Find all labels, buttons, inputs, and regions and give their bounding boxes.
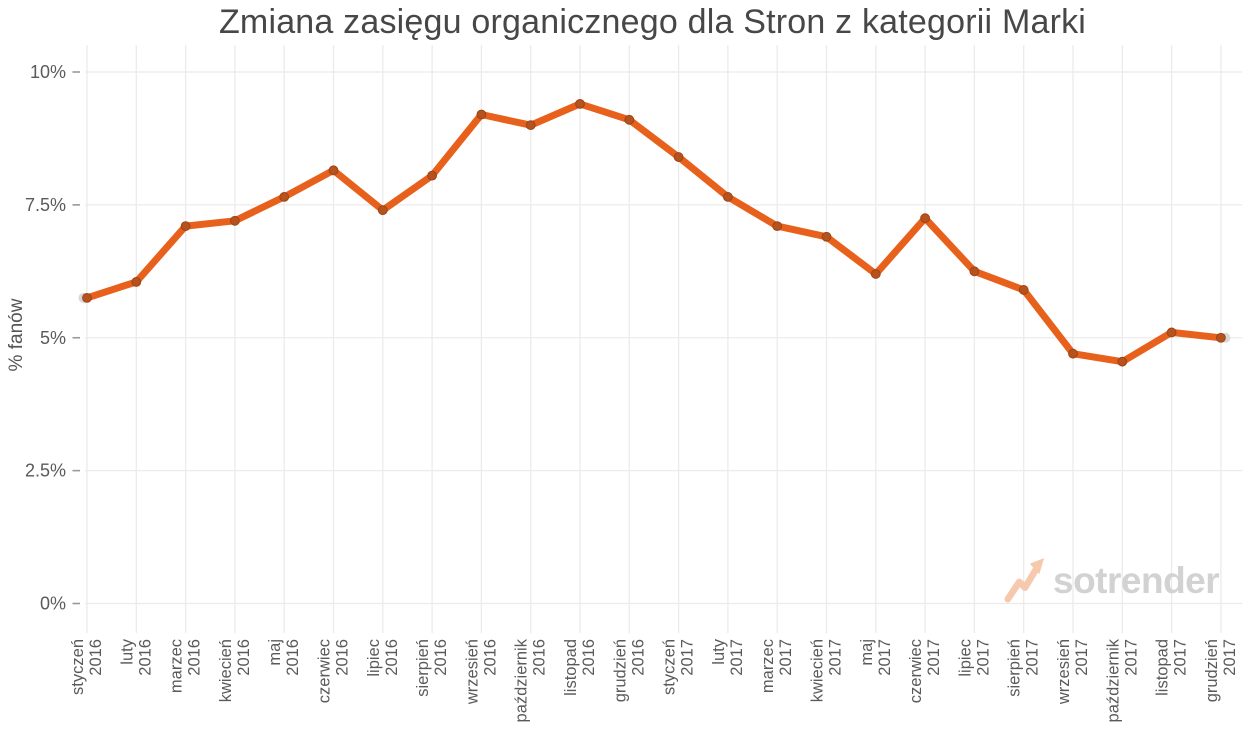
data-point-marker <box>673 152 684 162</box>
x-tick-label-month: luty <box>710 638 728 664</box>
x-tick-label-year: 2017 <box>876 639 894 676</box>
x-tick-label-year: 2016 <box>383 639 401 676</box>
y-tick-label: 0% <box>40 594 66 614</box>
data-point-marker <box>1018 285 1029 295</box>
x-tick-label-year: 2016 <box>481 639 499 676</box>
gridlines <box>85 45 1242 633</box>
trend-arrow-icon <box>1004 558 1045 603</box>
x-tick-label-month: wrzesień <box>1055 639 1073 705</box>
x-tick-label-year: 2017 <box>728 639 746 676</box>
x-tick-label-month: sierpień <box>414 639 432 697</box>
x-tick-label-year: 2017 <box>1122 639 1140 676</box>
x-tick-label-month: kwiecień <box>809 639 827 702</box>
series-organic-reach <box>78 98 1231 367</box>
y-axis: 0% 2.5% 5% 7.5% 10% <box>25 62 80 614</box>
x-tick-label-month: październik <box>1104 638 1122 722</box>
x-tick-label-year: 2016 <box>580 639 598 676</box>
x-tick-label-year: 2016 <box>531 639 549 676</box>
x-tick-label-year: 2017 <box>827 639 845 676</box>
x-tick-label-month: maj <box>266 639 284 666</box>
x-tick-label-year: 2017 <box>925 639 943 676</box>
watermark-text: sotrender <box>1053 559 1220 601</box>
y-tick-label: 2.5% <box>25 461 66 481</box>
data-point-marker <box>624 114 635 125</box>
data-point-marker <box>1216 332 1226 343</box>
x-tick-label-month: grudzień <box>611 639 629 702</box>
data-point-marker <box>377 205 388 216</box>
x-tick-label-month: maj <box>858 639 876 666</box>
data-point-marker <box>131 277 142 287</box>
x-tick-label-year: 2016 <box>136 639 154 676</box>
data-point-marker <box>969 266 980 277</box>
x-tick-label-year: 2016 <box>432 639 450 676</box>
x-tick-label-month: luty <box>118 638 136 664</box>
data-point-marker <box>180 221 191 232</box>
data-point-marker <box>476 109 487 120</box>
x-tick-label-year: 2017 <box>1221 639 1239 676</box>
x-tick-label-month: kwiecień <box>217 639 235 702</box>
watermark: sotrender <box>1004 556 1220 604</box>
x-tick-label-year: 2017 <box>777 639 795 676</box>
x-tick-label-month: lipiec <box>365 639 383 677</box>
data-point-marker <box>525 120 536 131</box>
x-tick-label-year: 2016 <box>284 639 302 676</box>
x-tick-label-month: marzec <box>759 639 777 693</box>
x-tick-label-month: styczeń <box>69 639 87 695</box>
data-point-marker <box>723 192 733 202</box>
x-tick-label-month: styczeń <box>661 639 679 695</box>
chart-title: Zmiana zasięgu organicznego dla Stron z … <box>218 3 1087 41</box>
data-point-marker <box>328 165 339 176</box>
x-tick-label-month: grudzień <box>1203 639 1221 702</box>
x-tick-label-year: 2016 <box>629 639 647 676</box>
data-point-marker <box>230 215 240 226</box>
data-point-marker <box>279 192 290 202</box>
x-tick-label-year: 2016 <box>87 639 105 676</box>
x-tick-label-month: marzec <box>168 639 186 693</box>
data-point-marker <box>1166 327 1177 338</box>
data-point-marker <box>575 98 585 109</box>
x-tick-label-month: lipiec <box>956 639 974 677</box>
x-tick-label-month: sierpień <box>1006 639 1024 697</box>
y-tick-label: 10% <box>30 62 66 82</box>
data-point-marker <box>821 231 832 242</box>
x-axis: styczeń 2016 luty 2016 marzec 2016 kwiecień 201… <box>69 638 1239 722</box>
series-line <box>83 100 1225 366</box>
data-point-marker <box>870 269 881 279</box>
x-tick-label-month: listopad <box>1154 639 1172 696</box>
x-tick-label-year: 2016 <box>235 639 253 676</box>
x-tick-label-year: 2016 <box>186 639 204 676</box>
data-point-marker <box>1117 356 1128 367</box>
x-tick-label-year: 2017 <box>1073 639 1091 676</box>
x-tick-label-month: czerwiec <box>316 639 334 703</box>
y-tick-label: 5% <box>40 328 66 348</box>
x-tick-label-year: 2017 <box>1172 639 1190 676</box>
data-point-marker <box>772 221 783 232</box>
x-tick-label-month: listopad <box>562 639 580 696</box>
x-tick-label-month: czerwiec <box>907 639 925 703</box>
x-tick-label-year: 2017 <box>679 639 697 676</box>
x-tick-label-year: 2017 <box>974 639 992 676</box>
data-point-marker <box>1068 348 1078 359</box>
x-tick-label-year: 2017 <box>1024 639 1042 676</box>
data-point-marker <box>920 213 930 224</box>
x-tick-label-year: 2016 <box>334 639 352 676</box>
y-tick-label: 7.5% <box>25 195 66 215</box>
x-tick-label-month: październik <box>513 638 531 722</box>
data-point-marker <box>82 292 92 303</box>
data-point-marker <box>427 170 438 181</box>
x-tick-label-month: wrzesień <box>463 639 481 705</box>
